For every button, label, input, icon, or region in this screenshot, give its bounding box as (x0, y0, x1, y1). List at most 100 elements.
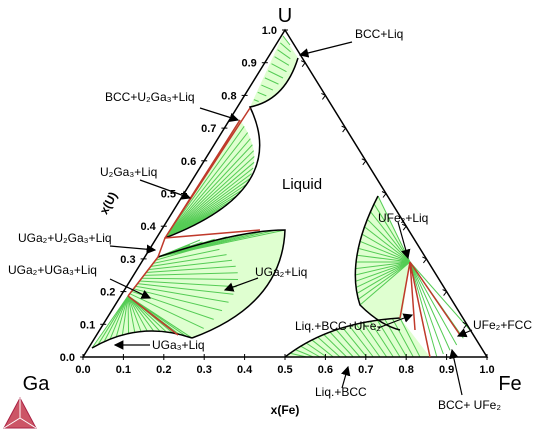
tie-line (164, 144, 253, 239)
tie-line (305, 342, 327, 358)
left-tick-label: 0.9 (242, 58, 257, 70)
right-tick (442, 289, 448, 296)
tie-line (127, 295, 193, 339)
bottom-tick-label: 0.3 (197, 364, 212, 376)
tie-line (148, 259, 233, 271)
region-label: UGa₂+U₂Ga₃+Liq (18, 231, 112, 245)
tie-line (137, 283, 234, 295)
tie-line (164, 150, 255, 239)
right-tick (341, 125, 347, 133)
liquidus-upper (164, 57, 299, 239)
liquidus-ugas2 (157, 229, 286, 339)
tie-line (268, 70, 284, 79)
tie-line (355, 323, 381, 358)
region-label: BCC+U₂Ga₃+Liq (105, 90, 195, 104)
tie-line (409, 261, 438, 357)
tie-line (358, 247, 411, 263)
tie-line (164, 156, 255, 239)
tie-line (164, 132, 249, 239)
bottom-tick-label: 1.0 (479, 364, 494, 376)
region-label: UGa₂+UGa₃+Liq (8, 263, 97, 277)
tie-line (409, 261, 451, 351)
tie-line (280, 42, 292, 53)
region-label: BCC+ UFe₂ (438, 398, 501, 412)
tie-line (145, 265, 236, 274)
region-label: BCC+Liq (355, 27, 403, 41)
tie-line (409, 261, 444, 355)
region-label: UFe₂+Liq (378, 211, 428, 225)
tie-line (91, 295, 129, 349)
tie-line (121, 295, 129, 336)
left-tick-label: 0.2 (100, 287, 115, 299)
left-tick-label: 0.8 (221, 90, 236, 102)
tie-line (127, 295, 130, 334)
region-fill (165, 120, 255, 238)
tie-line (155, 243, 211, 261)
bottom-tick-label: 0.5 (277, 364, 292, 376)
left-tick-label: 0.7 (201, 123, 216, 135)
left-axis-title: x(U) (97, 190, 120, 217)
right-tick (381, 191, 387, 198)
region-fill (250, 35, 298, 107)
bottom-tick-label: 0.0 (75, 364, 90, 376)
tie-line (359, 261, 411, 306)
bottom-axis-title: x(Fe) (271, 403, 300, 417)
tie-line (335, 329, 361, 358)
tie-line (164, 167, 254, 239)
region-label: Liq.+BCC+UFe₂ (295, 319, 381, 333)
tie-line (274, 56, 290, 66)
bottom-tick-label: 0.6 (318, 364, 333, 376)
tie-line (323, 334, 348, 358)
tie-line (409, 261, 471, 331)
tie-line (103, 295, 129, 342)
tie-line (391, 318, 414, 358)
bottom-tick-label: 0.1 (116, 364, 131, 376)
tie-line (264, 77, 279, 85)
logo (3, 396, 37, 429)
tie-line (164, 126, 245, 239)
right-tick (361, 158, 367, 166)
tie-line (300, 345, 321, 358)
left-tick-label: 0.0 (60, 352, 75, 364)
tie-line (253, 99, 259, 102)
tie-line (135, 285, 229, 303)
tie-line (355, 261, 411, 288)
tie-line (164, 138, 251, 239)
tie-line (317, 336, 341, 358)
bottom-tick-label: 0.2 (156, 364, 171, 376)
region-label: U₂Ga₃+Liq (100, 165, 157, 179)
tie-line (97, 295, 129, 345)
tie-lines (91, 35, 471, 358)
tie-line (342, 327, 368, 358)
tie-line (348, 325, 374, 358)
tie-line (152, 248, 220, 264)
tie-line (141, 277, 239, 280)
left-tick-label: 0.6 (181, 156, 196, 168)
region-label: Liq.+BCC (315, 385, 367, 399)
tie-line (257, 91, 267, 97)
tie-line (127, 295, 136, 333)
tie-line (164, 173, 252, 239)
tie-line (157, 229, 286, 258)
right-tick (422, 256, 428, 264)
bottom-tick-label: 0.7 (358, 364, 373, 376)
bottom-tick-label: 0.8 (399, 364, 414, 376)
right-tick (321, 92, 327, 100)
corner-fe: Fe (498, 373, 521, 395)
right-tick (300, 60, 306, 67)
liquid-label: Liquid (282, 176, 322, 193)
ticks (80, 29, 488, 360)
right-tick (462, 321, 468, 329)
region-label: UFe₂+FCC (473, 318, 532, 332)
left-tick-label: 0.1 (80, 319, 95, 331)
left-tick-label: 1.0 (262, 25, 277, 37)
tie-line (143, 272, 238, 276)
tie-line (277, 49, 291, 60)
tie-line (329, 331, 354, 358)
bottom-tick-label: 0.4 (237, 364, 253, 376)
tie-line (109, 295, 129, 340)
tie-line (127, 295, 148, 332)
tie-line (362, 322, 388, 358)
tie-line (150, 254, 227, 268)
